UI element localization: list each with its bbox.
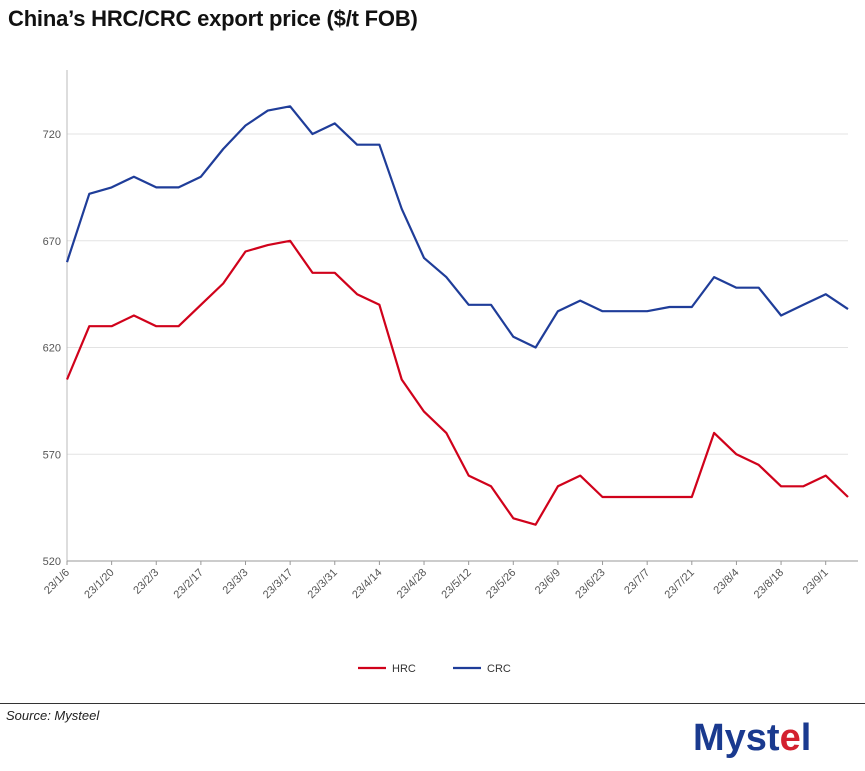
x-tick-label: 23/6/23 <box>573 567 607 601</box>
x-tick-labels: 23/1/6 23/1/20 23/2/3 23/2/17 23/3/3 23/3/17 2… <box>42 567 831 601</box>
legend-label-crc: CRC <box>487 663 511 675</box>
x-tick-label: 23/3/3 <box>221 567 251 597</box>
x-tick-label: 23/3/31 <box>305 567 339 601</box>
series-lines <box>65 105 849 526</box>
line-chart: 520 570 620 670 720 23/1/6 23/1/20 23/2/3 23/2/… <box>42 70 858 675</box>
x-tick-label: 23/7/21 <box>662 567 696 601</box>
x-tick-label: 23/4/14 <box>350 567 384 601</box>
y-tick-label: 570 <box>43 449 61 461</box>
legend: HRC CRC <box>358 663 511 675</box>
mysteel-logo: Mystel <box>693 717 811 759</box>
y-tick-label: 620 <box>43 343 61 355</box>
logo-text-b: e <box>780 717 801 759</box>
x-tick-label: 23/8/4 <box>711 567 741 597</box>
footer-divider <box>0 703 865 704</box>
source-note: Source: Mysteel <box>6 708 100 723</box>
y-tick-label: 670 <box>43 236 61 248</box>
x-tick-label: 23/1/6 <box>42 567 72 597</box>
gridlines <box>67 133 848 455</box>
x-tick-label: 23/2/3 <box>131 567 161 597</box>
logo-text-c: l <box>801 717 812 759</box>
x-tick-label: 23/6/9 <box>533 567 563 597</box>
y-tick-label: 520 <box>43 556 61 568</box>
x-tick-label: 23/5/26 <box>484 567 518 601</box>
x-tick-label: 23/5/12 <box>439 567 473 601</box>
series-line-hrc <box>65 239 849 526</box>
x-tick-label: 23/9/1 <box>801 567 831 597</box>
svg-text:Mystel: Mystel <box>693 717 811 759</box>
x-tick-label: 23/7/7 <box>622 567 652 597</box>
legend-label-hrc: HRC <box>392 663 416 675</box>
series-line-crc <box>65 105 849 349</box>
x-tick-label: 23/4/28 <box>395 567 429 601</box>
y-tick-label: 720 <box>43 129 61 141</box>
chart-title: China’s HRC/CRC export price ($/t FOB) <box>8 6 418 31</box>
logo-text-a: Myst <box>693 717 780 759</box>
x-tick-label: 23/8/18 <box>752 567 786 601</box>
x-tick-label: 23/3/17 <box>261 567 295 601</box>
y-tick-labels: 520 570 620 670 720 <box>43 129 61 568</box>
x-tick-label: 23/2/17 <box>172 567 206 601</box>
x-tick-label: 23/1/20 <box>82 567 116 601</box>
axes <box>66 70 858 565</box>
